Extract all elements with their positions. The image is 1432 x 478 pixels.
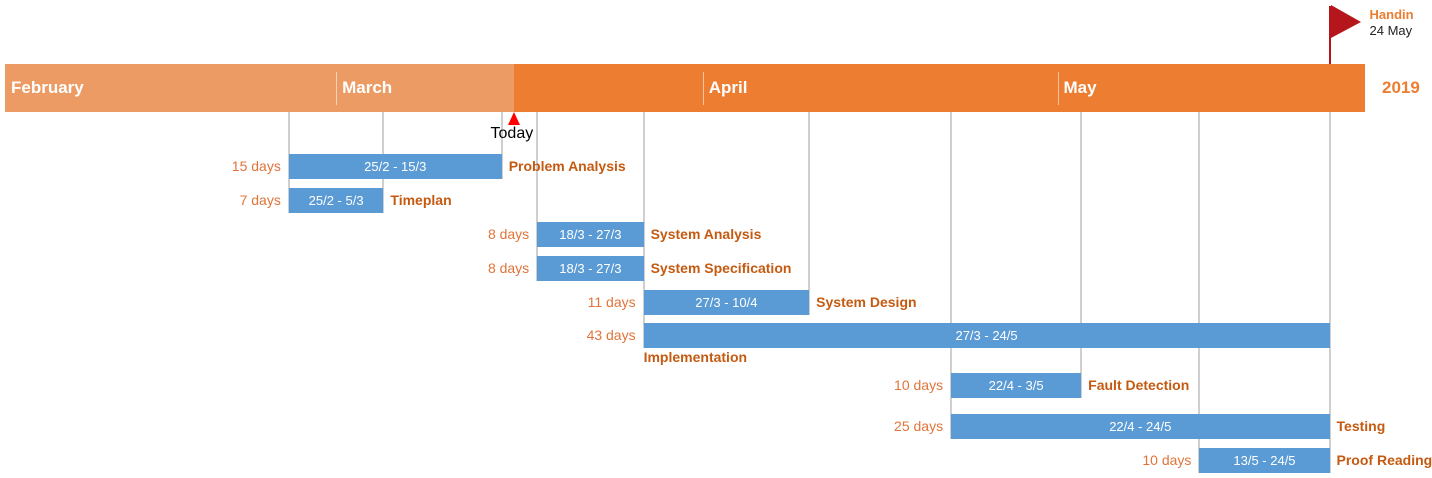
task-bar[interactable]: 22/4 - 3/5	[951, 373, 1082, 398]
task-bar[interactable]: 27/3 - 10/4	[643, 290, 810, 315]
month-divider	[1057, 72, 1059, 105]
month-label: April	[708, 78, 748, 97]
task-bar[interactable]: 18/3 - 27/3	[537, 256, 644, 281]
task-name: Testing	[1336, 418, 1386, 434]
task-duration: 10 days	[894, 377, 944, 393]
task-name: System Analysis	[650, 226, 762, 242]
task-duration: 8 days	[487, 260, 530, 276]
task-name: Problem Analysis	[508, 158, 626, 174]
task-bar[interactable]: 18/3 - 27/3	[537, 222, 644, 247]
month-label: May	[1063, 78, 1097, 97]
task-duration: 11 days	[587, 294, 636, 310]
task-duration: 15 days	[231, 158, 281, 174]
task-duration: 10 days	[1142, 452, 1192, 468]
task-duration: 25 days	[894, 418, 944, 434]
task-name: System Specification	[650, 260, 792, 276]
task-name: System Design	[816, 294, 917, 310]
task-duration: 43 days	[586, 327, 636, 343]
year-label: 2019	[1382, 78, 1420, 97]
task-bar[interactable]: 22/4 - 24/5	[951, 414, 1330, 439]
task-name: Timeplan	[390, 192, 452, 208]
task-name: Implementation	[643, 349, 748, 365]
timeline-band-past	[5, 64, 514, 112]
month-label: March	[342, 78, 393, 97]
task-name: Fault Detection	[1088, 377, 1190, 393]
month-label: February	[11, 78, 84, 97]
task-duration: 8 days	[487, 226, 530, 242]
task-bar[interactable]: 27/3 - 24/5	[643, 323, 1330, 348]
today-label: Today	[490, 125, 534, 142]
task-bar[interactable]: 25/2 - 15/3	[288, 154, 502, 179]
task-bar[interactable]: 25/2 - 5/3	[288, 188, 384, 213]
flag-icon	[1330, 5, 1361, 38]
task-bar[interactable]: 13/5 - 24/5	[1199, 448, 1330, 473]
month-divider	[336, 72, 338, 105]
handin-flag-pole	[1328, 6, 1331, 64]
timeline-band-future	[513, 64, 1365, 112]
task-duration: 7 days	[239, 192, 281, 208]
milestone-date: 24 May	[1369, 23, 1413, 38]
task-name: Proof Reading	[1336, 452, 1432, 468]
month-divider	[702, 72, 704, 105]
today-marker-icon	[507, 112, 520, 125]
milestone-title: Handin	[1369, 7, 1414, 22]
